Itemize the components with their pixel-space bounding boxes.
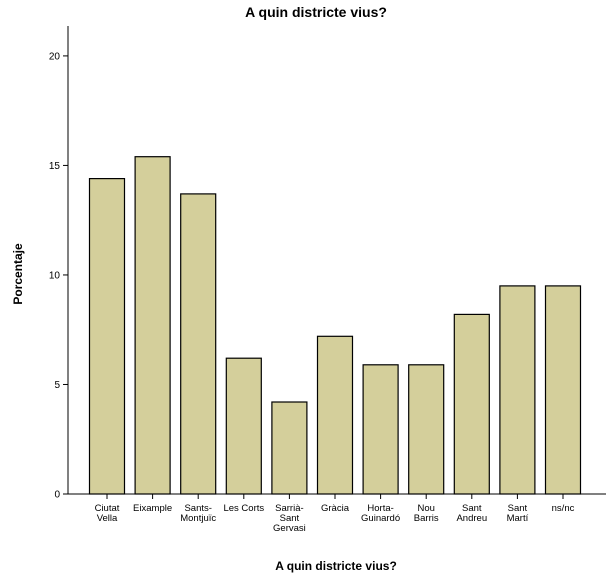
x-tick-label: Nou Barris bbox=[414, 503, 439, 524]
x-tick-label: Sarrià-Sant Gervasi bbox=[273, 503, 306, 534]
bar bbox=[88, 178, 126, 495]
bar bbox=[408, 364, 445, 495]
y-tick-label: 10 bbox=[49, 270, 61, 281]
x-tick-label: Sants-Montjuïc bbox=[180, 503, 216, 524]
bar bbox=[499, 285, 536, 495]
x-tick-label: Sant Martí bbox=[507, 503, 529, 524]
y-tick-label: 5 bbox=[54, 380, 60, 391]
bar bbox=[180, 193, 217, 495]
bar bbox=[453, 313, 490, 495]
y-tick-label: 0 bbox=[54, 490, 60, 501]
bar bbox=[362, 364, 399, 495]
chart-title: A quin districte vius? bbox=[245, 4, 387, 20]
bar bbox=[271, 401, 308, 495]
x-tick-label: Horta-Guinardó bbox=[361, 503, 400, 524]
y-tick-label: 15 bbox=[49, 161, 61, 172]
x-tick-label: Sant Andreu bbox=[456, 503, 487, 524]
x-tick-label: Eixample bbox=[133, 503, 172, 514]
x-axis-label: A quin districte vius? bbox=[275, 559, 397, 573]
y-axis-label: Porcentaje bbox=[11, 243, 25, 305]
x-tick-label: Gràcia bbox=[321, 503, 350, 514]
plot-area: 0 5 10 15 20 Ciutat Vella Eixample Sants-Montjuï… bbox=[49, 26, 606, 534]
bar bbox=[544, 285, 582, 495]
x-tick-label: ns/nc bbox=[552, 503, 575, 514]
bar bbox=[316, 335, 354, 495]
y-tick-label: 20 bbox=[49, 51, 61, 62]
x-tick-label: Les Corts bbox=[223, 503, 264, 514]
bar bbox=[225, 357, 262, 495]
x-tick-label: Ciutat Vella bbox=[95, 503, 120, 524]
bar bbox=[134, 156, 171, 495]
